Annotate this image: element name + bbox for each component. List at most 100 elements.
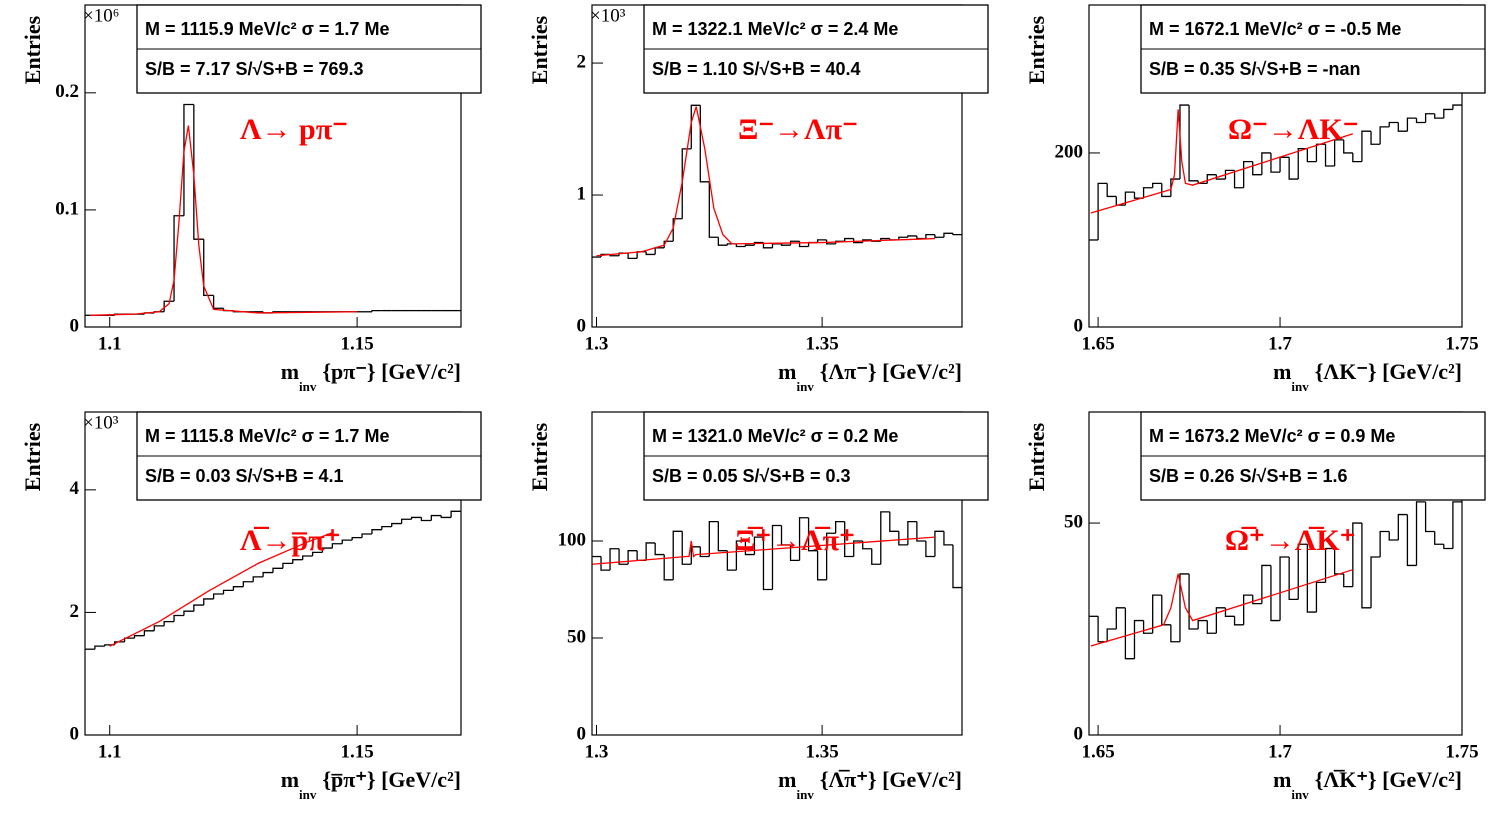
histogram-bin: [1452, 501, 1462, 549]
histogram-bin: [681, 148, 692, 219]
histogram-bin: [1152, 594, 1162, 634]
histogram-bin: [242, 581, 254, 587]
histogram-bin: [798, 517, 809, 561]
histogram-bin: [780, 525, 791, 546]
histogram-bin: [1324, 547, 1335, 583]
histogram-bin: [133, 635, 145, 639]
histogram-bin: [717, 521, 728, 552]
histogram-bin: [1452, 104, 1462, 110]
x-tick-label: 1.75: [1445, 333, 1478, 354]
y-tick-label: 2: [70, 601, 80, 622]
plot-area: [85, 510, 461, 650]
histogram-bin: [1188, 105, 1199, 182]
stat-line: S/B = 0.35 S/√S+B = -nan: [1149, 59, 1360, 79]
stat-line: M = 1115.8 MeV/c² σ = 1.7 Me: [145, 426, 389, 446]
histogram-bin: [898, 531, 908, 546]
histogram-bin: [1297, 543, 1308, 600]
histogram-bin: [925, 541, 935, 558]
histogram-bin: [771, 243, 782, 248]
histogram-bin: [143, 630, 155, 636]
histogram-bin: [780, 243, 791, 246]
histogram-bin: [203, 239, 214, 297]
x-axis-title-rest: {Λπ⁻} [GeV/c²]: [820, 359, 962, 384]
histogram-bin: [862, 541, 872, 550]
histogram-bin: [735, 540, 746, 571]
y-axis-title: Entries: [527, 15, 552, 84]
x-axis-title-main: m: [778, 767, 796, 792]
histogram-bin: [627, 253, 638, 260]
histogram-bin: [943, 531, 953, 546]
histogram-bin: [1124, 191, 1135, 206]
histogram-bin: [1288, 157, 1299, 180]
x-axis-title-main: m: [281, 359, 299, 384]
histogram-bin: [1388, 121, 1399, 127]
histogram-bin: [1215, 607, 1226, 634]
x-axis-title-sub: inv: [796, 787, 814, 802]
histogram-bin: [726, 550, 737, 571]
histogram-bin: [1361, 523, 1372, 609]
histogram-bin: [450, 510, 461, 518]
y-tick-label: 50: [567, 626, 586, 647]
stat-line: S/B = 0.05 S/√S+B = 0.3: [652, 466, 851, 486]
histogram-bin: [381, 525, 392, 530]
histogram-bin: [672, 530, 683, 580]
histogram-bin: [1288, 556, 1299, 601]
histogram-bin: [853, 238, 863, 244]
histogram-bin: [1152, 182, 1162, 188]
histogram-bin: [1379, 530, 1390, 557]
x-axis-title: minv {Λπ⁻} [GeV/c²]: [778, 359, 962, 394]
histogram-bin: [789, 544, 800, 562]
histogram-bin: [618, 548, 629, 565]
histogram-bin: [1397, 122, 1408, 132]
y-axis-title: Entries: [20, 422, 45, 491]
histogram-bin: [193, 104, 204, 240]
histogram-bin: [744, 541, 755, 556]
histogram-bin: [636, 550, 647, 562]
y-tick-label: 2: [577, 51, 587, 72]
decay-label: Ξ⁻→Λπ⁻: [738, 113, 858, 146]
y-tick-label: 50: [1064, 511, 1083, 532]
fit-curve: [592, 536, 935, 565]
plot-area: [1089, 501, 1462, 660]
histogram-bin: [654, 247, 665, 255]
histogram-bin: [1261, 152, 1271, 175]
histogram-bin: [331, 543, 343, 549]
x-tick-label: 1.65: [1081, 741, 1114, 762]
stat-line: M = 1322.1 MeV/c² σ = 2.4 Me: [652, 19, 898, 39]
histogram-bin: [193, 604, 204, 612]
histogram-bin: [1324, 144, 1335, 167]
histogram-bin: [717, 237, 728, 246]
histogram-bin: [889, 511, 899, 532]
x-axis-title-sub: inv: [299, 787, 317, 802]
histogram-bin: [391, 522, 402, 527]
histogram-bin: [183, 103, 194, 216]
histogram-bin: [1406, 514, 1417, 567]
x-axis-title-rest: {p̅π⁺} [GeV/c²]: [322, 767, 461, 792]
y-axis-title: Entries: [527, 422, 552, 491]
x-tick-label: 1.35: [805, 333, 838, 354]
y-tick-label: 1: [577, 183, 587, 204]
histogram-bin: [708, 520, 719, 557]
histogram-bin: [222, 589, 234, 595]
y-tick-label: 0: [1074, 723, 1084, 744]
x-tick-label: 1.15: [340, 333, 373, 354]
y-axis-title: Entries: [20, 15, 45, 84]
histogram-bin: [1179, 573, 1190, 642]
histogram-bin: [1370, 131, 1381, 145]
histogram-bin: [1270, 152, 1281, 173]
x-axis-title: minv {ΛK⁻} [GeV/c²]: [1273, 359, 1462, 394]
decay-label: Ξ̅⁺→Λ̅π⁺: [735, 524, 855, 557]
histogram-bin: [1315, 581, 1326, 613]
histogram-bin: [321, 547, 333, 553]
histogram-bin: [1434, 531, 1444, 545]
x-axis-title-sub: inv: [1291, 379, 1309, 394]
x-tick-label: 1.7: [1268, 333, 1292, 354]
x-axis-title-main: m: [281, 767, 299, 792]
x-tick-label: 1.75: [1445, 741, 1478, 762]
stat-line: S/B = 1.10 S/√S+B = 40.4: [652, 59, 861, 79]
y-tick-label: 0: [1074, 315, 1084, 336]
histogram-bin: [844, 237, 854, 242]
histogram-bin: [212, 295, 224, 309]
x-tick-label: 1.65: [1081, 333, 1114, 354]
histogram-bin: [1406, 117, 1417, 132]
